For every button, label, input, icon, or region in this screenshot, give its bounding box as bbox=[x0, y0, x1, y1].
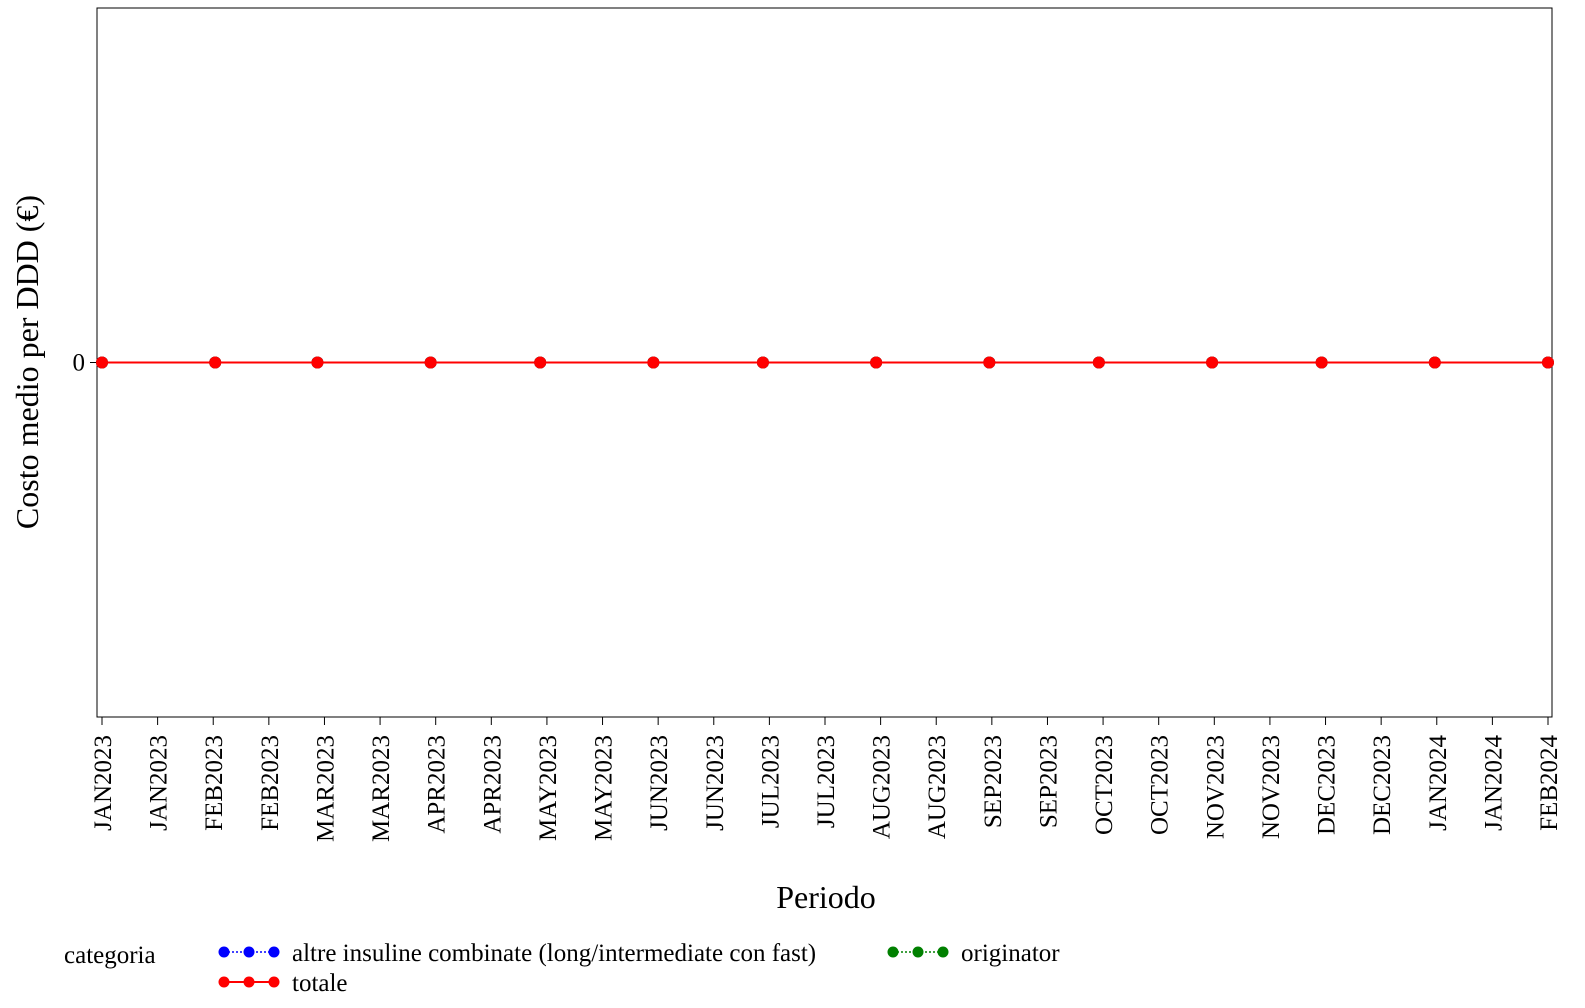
x-tick-label: DEC2023 bbox=[1314, 735, 1341, 835]
x-tick-label: MAR2023 bbox=[312, 735, 339, 842]
legend-label: totale bbox=[292, 970, 348, 997]
data-point-totale bbox=[1542, 356, 1554, 369]
x-tick-label: OCT2023 bbox=[1091, 735, 1118, 835]
x-tick-label: FEB2023 bbox=[201, 735, 228, 831]
x-tick-label: MAY2023 bbox=[591, 735, 618, 841]
data-point-totale bbox=[96, 356, 108, 369]
data-point-totale bbox=[534, 356, 547, 369]
legend-marker-red-icon bbox=[218, 976, 280, 988]
x-tick-label: JAN2024 bbox=[1425, 735, 1452, 831]
data-point-totale bbox=[647, 356, 660, 369]
y-tick-label: 0 bbox=[73, 350, 86, 377]
x-tick-label: JAN2023 bbox=[90, 735, 117, 831]
legend-label: altre insuline combinate (long/intermedi… bbox=[292, 940, 817, 967]
x-tick-label: SEP2023 bbox=[980, 735, 1007, 828]
data-point-totale bbox=[1315, 356, 1328, 369]
x-tick-label: DEC2023 bbox=[1369, 735, 1396, 835]
series-layer bbox=[96, 356, 1554, 369]
x-tick-label: JUL2023 bbox=[813, 735, 840, 828]
x-tick-label: APR2023 bbox=[479, 735, 506, 834]
x-tick-label: MAR2023 bbox=[368, 735, 395, 842]
x-tick-label: AUG2023 bbox=[869, 735, 896, 839]
x-tick-label: JUN2023 bbox=[702, 735, 729, 831]
x-tick-label: JUN2023 bbox=[646, 735, 673, 831]
x-tick-label: NOV2023 bbox=[1202, 735, 1229, 839]
data-point-totale bbox=[424, 356, 437, 369]
legend-item-totale: totale bbox=[218, 970, 348, 998]
legend-item-originator: originator bbox=[887, 940, 1060, 968]
x-axis: JAN2023 JAN2023 FEB2023 FEB2023 MAR2023 MAR20… bbox=[90, 717, 1563, 842]
data-point-totale bbox=[209, 356, 222, 369]
x-tick-label: JAN2024 bbox=[1480, 735, 1507, 831]
legend-label: originator bbox=[961, 940, 1060, 967]
x-tick-label: FEB2023 bbox=[257, 735, 284, 831]
y-axis: 0 bbox=[73, 350, 97, 377]
x-tick-label: APR2023 bbox=[424, 735, 451, 834]
x-tick-label: AUG2023 bbox=[924, 735, 951, 839]
data-point-totale bbox=[311, 356, 324, 369]
x-axis-title: Periodo bbox=[776, 879, 876, 915]
x-tick-label: SEP2023 bbox=[1035, 735, 1062, 828]
x-tick-label: OCT2023 bbox=[1147, 735, 1174, 835]
data-point-totale bbox=[870, 356, 883, 369]
data-point-totale bbox=[983, 356, 996, 369]
data-point-totale bbox=[1092, 356, 1105, 369]
data-point-totale bbox=[1428, 356, 1441, 369]
x-tick-label: MAY2023 bbox=[535, 735, 562, 841]
x-tick-label: NOV2023 bbox=[1258, 735, 1285, 839]
x-tick-label: JUL2023 bbox=[757, 735, 784, 828]
data-point-totale bbox=[1206, 356, 1219, 369]
legend-marker-green-icon bbox=[887, 946, 949, 958]
data-point-totale bbox=[756, 356, 769, 369]
x-tick-label: JAN2023 bbox=[146, 735, 173, 831]
x-tick-label: FEB2024 bbox=[1536, 735, 1563, 831]
legend-title: categoria bbox=[64, 942, 156, 969]
legend-item-altre-insuline: altre insuline combinate (long/intermedi… bbox=[218, 940, 816, 968]
legend-marker-blue-icon bbox=[218, 946, 280, 958]
y-axis-title: Costo medio per DDD (€) bbox=[9, 195, 45, 529]
